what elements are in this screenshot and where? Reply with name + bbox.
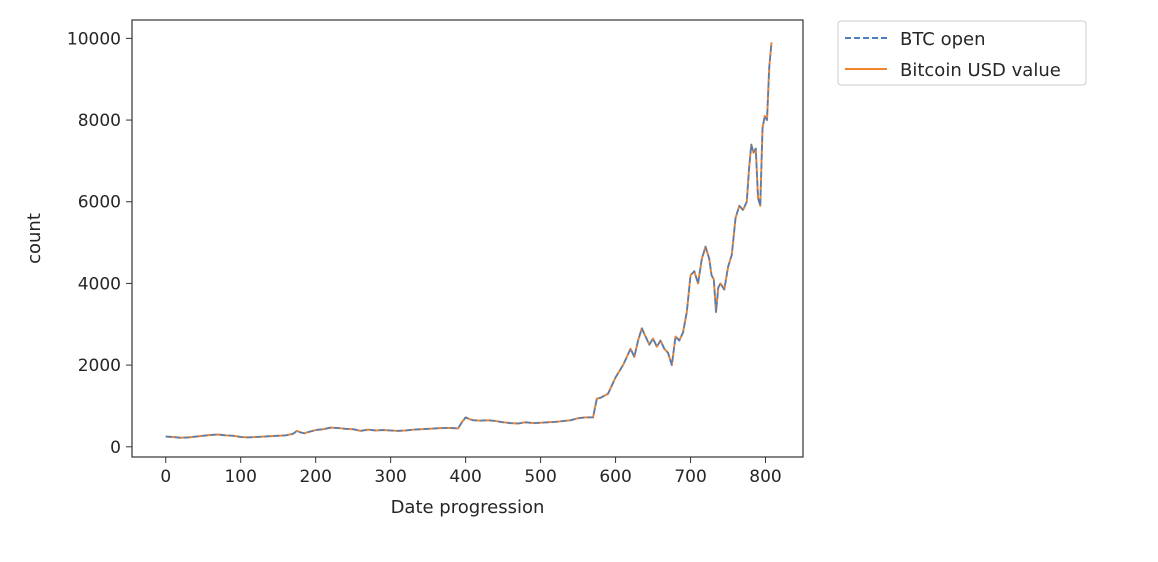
x-tick-label: 300 (374, 467, 406, 487)
y-tick-label: 6000 (78, 193, 121, 213)
series-line-bitcoin-usd-value (165, 42, 773, 439)
plot-frame (131, 19, 804, 458)
x-axis-label: Date progression (391, 497, 545, 518)
x-tick-label: 200 (299, 467, 331, 487)
x-tick-label: 500 (524, 467, 556, 487)
y-tick-label: 10000 (67, 29, 121, 49)
x-tick-label: 800 (749, 467, 781, 487)
legend-label-btc-open: BTC open (900, 29, 986, 50)
legend-box (837, 20, 1087, 86)
y-axis-label: count (24, 213, 45, 264)
x-tick-label: 0 (160, 467, 171, 487)
series-layer (165, 42, 773, 439)
x-tick-label: 400 (449, 467, 481, 487)
legend: BTC open Bitcoin USD value (837, 20, 1087, 86)
series-line-btc-open (165, 42, 773, 439)
legend-label-bitcoin-usd-value: Bitcoin USD value (900, 60, 1061, 81)
y-tick-label: 2000 (78, 356, 121, 376)
y-tick-label: 4000 (78, 274, 121, 294)
y-axis-ticks: 0 2000 4000 6000 8000 10000 (67, 29, 132, 458)
x-tick-label: 600 (599, 467, 631, 487)
x-tick-label: 100 (224, 467, 256, 487)
y-tick-label: 8000 (78, 111, 121, 131)
x-axis-ticks: 0 100 200 300 400 500 600 700 800 (160, 457, 782, 487)
y-tick-label: 0 (110, 438, 121, 458)
x-tick-label: 700 (674, 467, 706, 487)
